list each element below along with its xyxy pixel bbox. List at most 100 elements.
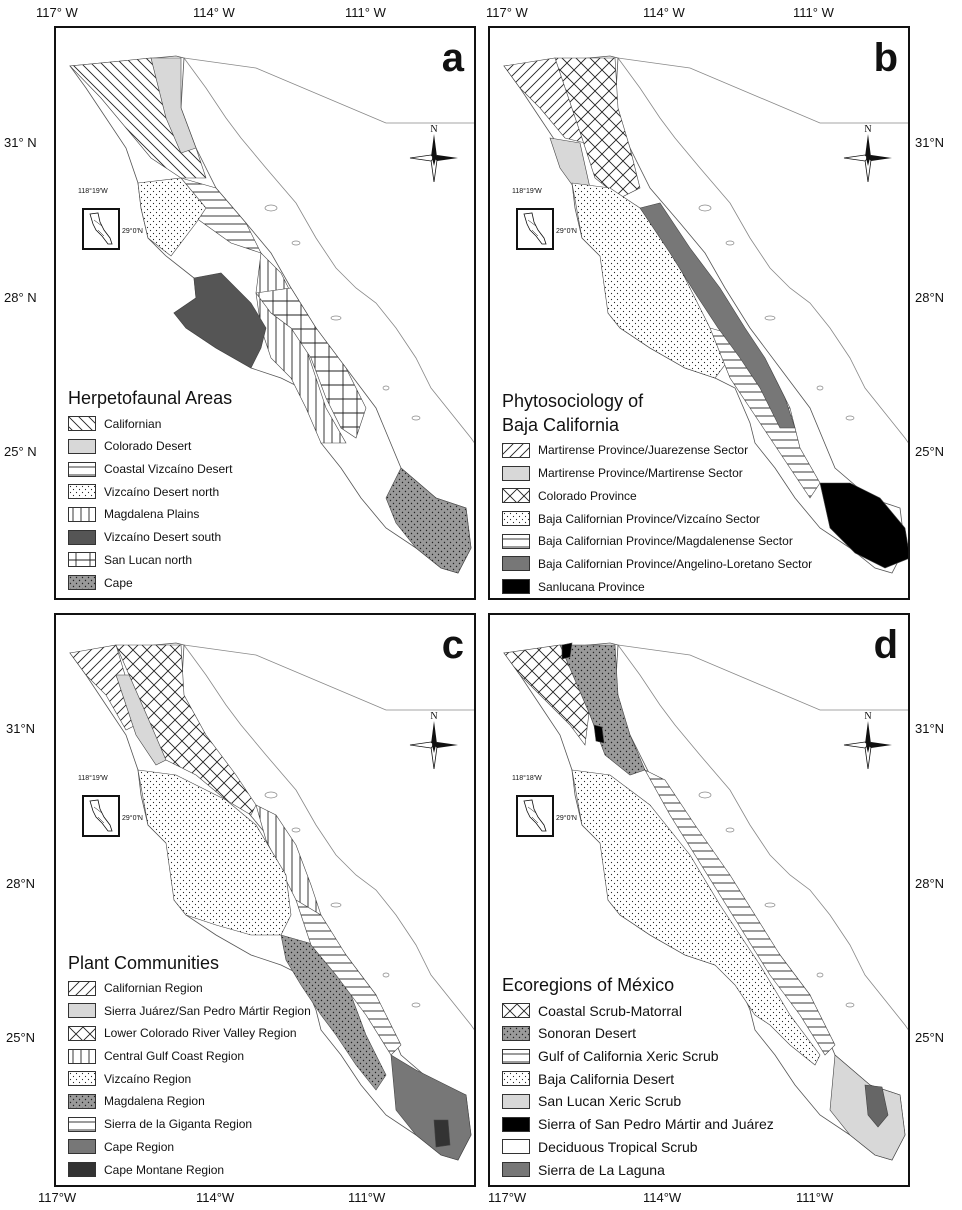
island (698, 204, 712, 212)
inset-latitude-label: 29°0'N (556, 228, 577, 235)
legend-item: Sierra Juárez/San Pedro Mártir Region (68, 999, 311, 1022)
legend-label: Martirense Province/Martirense Sector (538, 466, 743, 481)
island (291, 827, 301, 833)
map-panel-c: c N 118°19'W 29°0'N Plant Communities Califor… (54, 613, 476, 1187)
legend-label: Sonoran Desert (538, 1025, 637, 1042)
legend-item: Gulf of California Xeric Scrub (502, 1045, 774, 1068)
legend-label: Vizcaíno Desert north (104, 484, 220, 499)
lon-label: 111° W (793, 5, 834, 20)
lat-label: 25° N (4, 444, 37, 459)
legend-swatch (68, 552, 96, 568)
legend: Plant Communities Californian Region Sierr… (68, 953, 311, 1181)
map-region (390, 1054, 472, 1161)
legend-swatch (502, 1048, 530, 1064)
map-region (115, 644, 257, 816)
legend-label: Cape Montane Region (104, 1162, 225, 1177)
locator-inset (82, 795, 120, 837)
legend-label: Deciduous Tropical Scrub (538, 1138, 698, 1155)
map-region (819, 482, 908, 569)
island (816, 972, 824, 978)
legend-label: Colorado Desert (104, 439, 192, 454)
legend-label: Baja Californian Province/Magdalenense S… (538, 534, 793, 549)
legend-swatch (502, 579, 530, 595)
island (845, 415, 855, 421)
legend-item: Cape Montane Region (68, 1158, 311, 1181)
legend-label: Sierra de La Laguna (538, 1161, 665, 1178)
legend-item: Deciduous Tropical Scrub (502, 1136, 774, 1159)
map-region (255, 287, 367, 439)
legend-item: Martirense Province/Juarezense Sector (502, 439, 812, 462)
island (698, 791, 712, 799)
island (411, 1002, 421, 1008)
lat-label: 28°N (915, 876, 945, 891)
map-panel-a: a N 118°19'W 29°0'N Herpetofaunal Areas Calif… (54, 26, 476, 600)
map-region (385, 467, 472, 574)
map-region (137, 769, 292, 936)
map-region (639, 202, 796, 429)
north-arrow-icon: N (408, 124, 460, 182)
map-region (150, 57, 197, 154)
legend-swatch (502, 1162, 530, 1178)
compass-north-label: N (864, 124, 872, 135)
legend-item: Baja California Desert (502, 1067, 774, 1090)
north-arrow-icon: N (408, 711, 460, 769)
lon-label: 111° W (345, 5, 386, 20)
legend-swatch (502, 442, 530, 458)
legend-label: Magdalena Plains (104, 507, 200, 522)
legend-item: Magdalena Plains (68, 503, 233, 526)
legend-label: Baja Californian Province/Angelino-Loret… (538, 556, 813, 571)
panel-letter: b (873, 36, 898, 80)
legend-item: Coastal Vizcaíno Desert (68, 458, 233, 481)
legend-item: Martirense Province/Martirense Sector (502, 462, 812, 485)
legend-item: Sierra de la Giganta Region (68, 1113, 311, 1136)
legend-label: Cape (104, 575, 133, 590)
legend-item: Baja Californian Province/Angelino-Loret… (502, 553, 812, 576)
legend-swatch (68, 438, 96, 454)
legend-swatch (502, 488, 530, 504)
mainland-coastline (183, 644, 474, 1030)
mainland-coastline (183, 57, 474, 443)
inset-longitude-label: 118°18'W (512, 775, 542, 782)
lat-label: 31° N (4, 135, 37, 150)
legend-label: San Lucan Xeric Scrub (538, 1093, 682, 1110)
map-panel-b: b N 118°19'W 29°0'N Phytosociology of Baja Ca… (488, 26, 910, 600)
legend-item: Cape Region (68, 1136, 311, 1159)
legend: Phytosociology of Baja California Martiren… (502, 391, 812, 598)
lon-label: 114°W (196, 1190, 235, 1205)
island (330, 315, 342, 321)
legend-swatch (68, 1162, 96, 1178)
island (382, 972, 390, 978)
lon-label: 117° W (486, 5, 528, 20)
lat-label: 28°N (6, 876, 36, 891)
legend-label: Californian (104, 416, 162, 431)
legend-title: Herpetofaunal Areas (68, 388, 233, 409)
legend-item: Central Gulf Coast Region (68, 1045, 311, 1068)
compass-north-label: N (430, 124, 438, 135)
legend-swatch (502, 1139, 530, 1155)
lon-label: 114°W (643, 1190, 682, 1205)
legend-swatch (68, 1003, 96, 1019)
legend-label: Colorado Province (538, 488, 637, 503)
island (725, 827, 735, 833)
legend-label: Vizcaíno Region (104, 1071, 192, 1086)
lon-label: 117°W (38, 1190, 77, 1205)
map-canvas (69, 55, 474, 574)
legend-item: Colorado Desert (68, 435, 233, 458)
lon-label: 117° W (36, 5, 78, 20)
legend-swatch (68, 1139, 96, 1155)
lat-label: 28° N (4, 290, 37, 305)
map-region (137, 177, 207, 257)
map-region (295, 899, 402, 1056)
island (264, 204, 278, 212)
legend-item: Lower Colorado River Valley Region (68, 1022, 311, 1045)
map-panel-d: d N 118°18'W 29°0'N Ecoregions of México Coas… (488, 613, 910, 1187)
map-canvas (503, 55, 908, 574)
legend-swatch (502, 1071, 530, 1087)
legend-swatch (68, 980, 96, 996)
locator-inset (82, 208, 120, 250)
legend-label: Cape Region (104, 1139, 175, 1154)
legend-swatch (68, 1025, 96, 1041)
legend-label: Lower Colorado River Valley Region (104, 1026, 297, 1041)
legend-item: Baja Californian Province/Magdalenense S… (502, 530, 812, 553)
legend-item: Vizcaíno Region (68, 1067, 311, 1090)
